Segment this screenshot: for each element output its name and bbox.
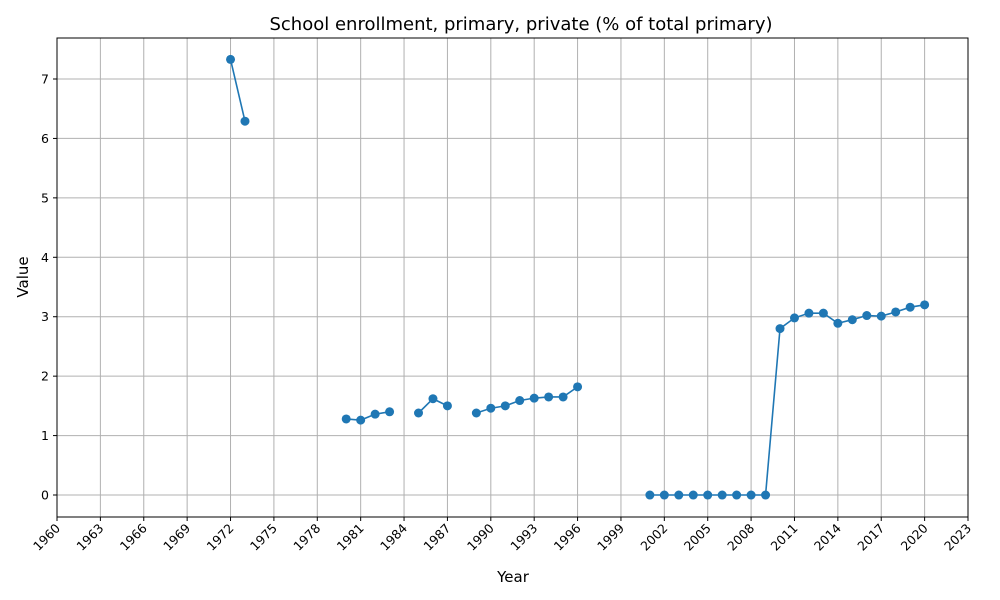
y-tick-label: 0 <box>41 488 49 503</box>
data-point <box>905 302 915 312</box>
x-axis-label: Year <box>496 568 530 586</box>
data-point <box>356 415 366 425</box>
y-tick-label: 1 <box>41 428 49 443</box>
data-point <box>732 490 742 500</box>
y-tick-label: 3 <box>41 309 49 324</box>
grid-lines <box>56 38 969 517</box>
data-point <box>471 408 481 418</box>
x-tick-label: 2023 <box>941 521 974 554</box>
data-point <box>414 408 424 418</box>
y-tick-label: 7 <box>41 72 49 87</box>
data-point <box>833 318 843 328</box>
data-point <box>775 324 785 334</box>
x-tick-label: 1996 <box>551 520 584 553</box>
data-point <box>876 311 886 321</box>
data-point <box>674 490 684 500</box>
data-point <box>746 490 756 500</box>
data-point <box>891 307 901 317</box>
x-tick-label: 2014 <box>811 520 844 553</box>
data-point <box>428 394 438 404</box>
x-tick-label: 1972 <box>204 521 237 554</box>
data-point <box>703 490 713 500</box>
y-tick-label: 5 <box>41 190 49 205</box>
x-tick-label: 1975 <box>247 521 280 554</box>
data-point <box>688 490 698 500</box>
data-point <box>804 308 814 318</box>
y-tick-label: 4 <box>41 250 49 265</box>
y-axis-label: Value <box>14 256 32 297</box>
series-line-segment <box>346 411 390 421</box>
data-point <box>573 382 583 392</box>
x-tick-label: 1981 <box>334 521 367 554</box>
x-tick-label: 1987 <box>420 521 453 554</box>
x-tick-label: 2002 <box>637 521 670 554</box>
data-point <box>789 313 799 323</box>
data-point <box>341 414 351 424</box>
x-tick-label: 2005 <box>681 521 714 554</box>
data-point <box>385 407 395 417</box>
data-point <box>717 490 727 500</box>
data-point <box>529 393 539 403</box>
x-tick-label: 1963 <box>73 521 106 554</box>
x-tick-label: 2017 <box>854 521 887 554</box>
data-point <box>240 116 250 126</box>
data-point <box>370 409 380 419</box>
x-tick-label: 1999 <box>594 520 627 553</box>
data-point <box>544 392 554 402</box>
data-point <box>515 396 525 406</box>
data-point <box>818 308 828 318</box>
data-point <box>645 490 655 500</box>
y-axis-ticks: 0 1 2 3 4 5 6 7 <box>41 72 57 503</box>
x-tick-label: 1984 <box>377 520 410 553</box>
x-tick-label: 1966 <box>117 520 150 553</box>
data-point <box>500 401 510 411</box>
series-line-segment <box>229 59 246 122</box>
data-point <box>862 311 872 321</box>
data-point <box>226 54 236 64</box>
x-tick-label: 1993 <box>507 521 540 554</box>
x-tick-label: 1969 <box>160 520 193 553</box>
series-line-segment <box>649 304 925 496</box>
data-series <box>226 54 930 500</box>
y-tick-label: 6 <box>41 131 49 146</box>
x-tick-label: 1960 <box>30 520 63 553</box>
x-axis-ticks: 1960 1963 1966 1969 1972 1975 1978 1981 1984 1987… <box>30 517 974 554</box>
x-tick-label: 2011 <box>767 521 800 554</box>
x-tick-label: 1978 <box>290 520 323 553</box>
data-point <box>558 392 568 402</box>
x-tick-label: 2020 <box>898 520 931 553</box>
data-point <box>920 300 930 310</box>
plot-area-frame <box>56 37 969 518</box>
data-point <box>442 401 452 411</box>
data-point <box>761 490 771 500</box>
data-point <box>847 315 857 325</box>
y-tick-label: 2 <box>41 369 49 384</box>
x-tick-label: 1990 <box>464 520 497 553</box>
data-point <box>486 403 496 413</box>
data-point <box>659 490 669 500</box>
chart-title: School enrollment, primary, private (% o… <box>269 14 772 35</box>
x-tick-label: 2008 <box>724 520 757 553</box>
